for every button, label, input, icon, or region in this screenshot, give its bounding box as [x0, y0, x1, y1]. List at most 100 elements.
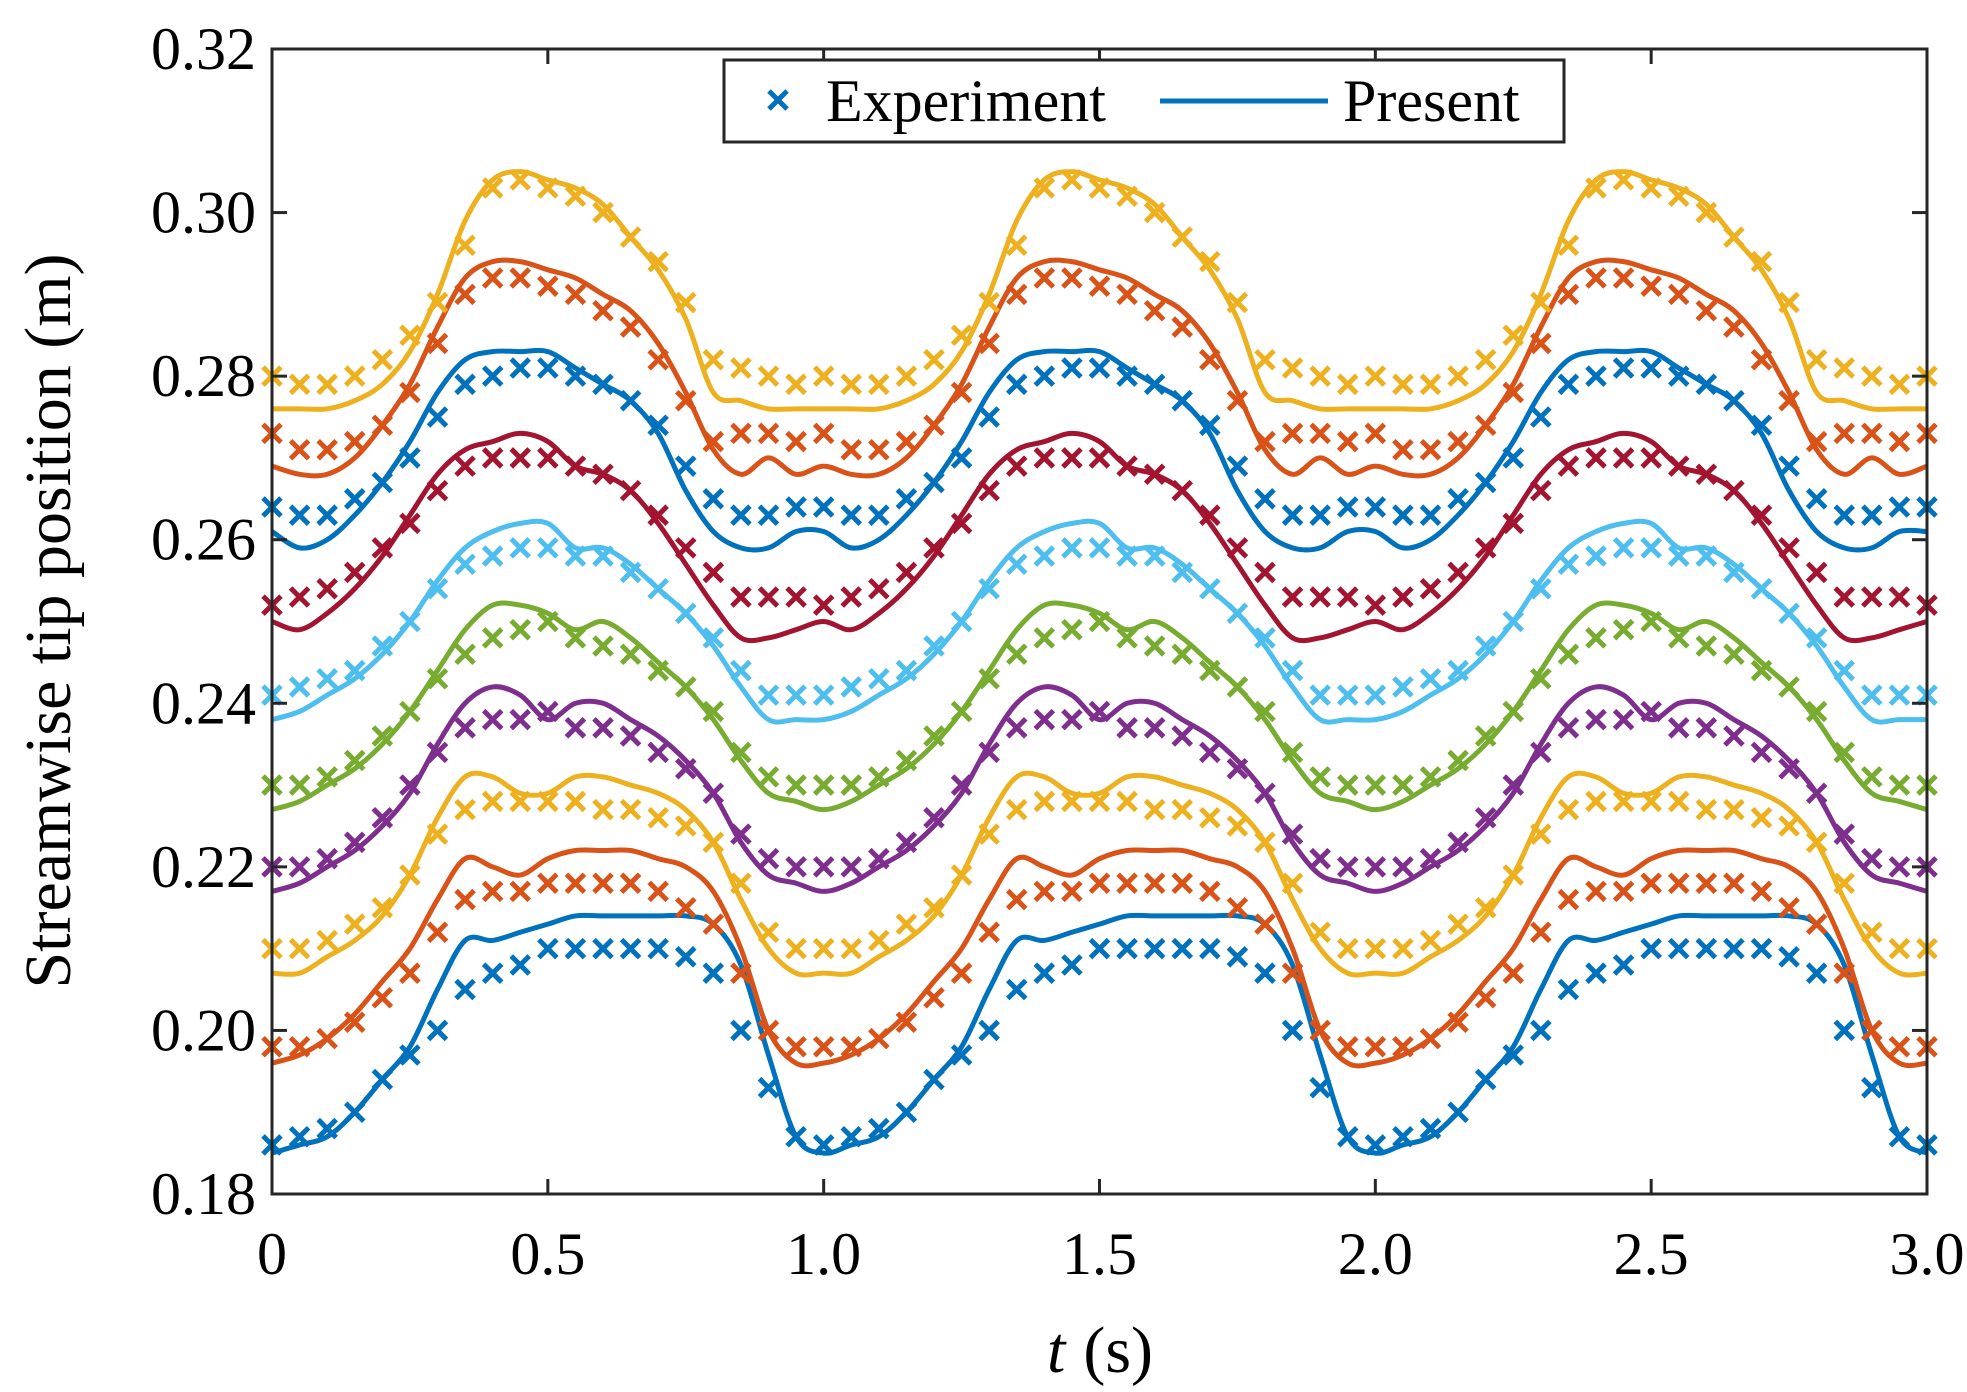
experiment-marker [840, 586, 863, 608]
experiment-marker [399, 381, 421, 404]
experiment-marker [868, 373, 890, 396]
experiment-marker [537, 357, 559, 379]
experiment-marker [1033, 962, 1056, 984]
experiment-marker [1474, 414, 1497, 436]
experiment-marker [1805, 349, 1828, 371]
experiment-marker [868, 578, 890, 600]
experiment-marker [757, 847, 780, 870]
experiment-marker [1530, 406, 1552, 428]
experiment-marker [316, 373, 338, 396]
experiment-marker [812, 1134, 835, 1156]
experiment-marker [1750, 659, 1773, 682]
series-2 [261, 847, 1938, 1069]
experiment-marker [1667, 627, 1690, 649]
experiment-marker [619, 798, 642, 821]
experiment-marker [1061, 537, 1083, 559]
experiment-marker [647, 659, 669, 682]
experiment-marker [895, 430, 918, 453]
experiment-marker [1364, 422, 1387, 445]
experiment-marker [1447, 365, 1469, 387]
experiment-marker [923, 414, 945, 436]
experiment-marker [426, 1019, 449, 1042]
experiment-marker [1281, 504, 1304, 526]
experiment-marker [1088, 610, 1111, 633]
experiment-marker [1833, 1019, 1856, 1042]
legend-experiment-label: Experiment [826, 68, 1106, 134]
experiment-marker [592, 545, 614, 567]
experiment-marker [785, 774, 807, 796]
experiment-marker [1557, 978, 1580, 1001]
experiment-markers [261, 700, 1938, 878]
experiment-marker [1392, 856, 1414, 878]
experiment-marker [1199, 659, 1221, 682]
experiment-marker [1364, 937, 1387, 960]
experiment-marker [1392, 676, 1414, 698]
experiment-marker [1888, 1036, 1911, 1058]
experiment-marker [371, 635, 394, 657]
experiment-marker [1640, 700, 1662, 723]
experiment-marker [1143, 373, 1166, 396]
experiment-marker [1088, 790, 1111, 813]
experiment-marker [1667, 283, 1690, 306]
experiment-marker [371, 725, 394, 747]
experiment-marker [674, 676, 697, 698]
experiment-marker [343, 749, 366, 772]
legend-box [722, 58, 1566, 144]
experiment-marker [1116, 545, 1138, 567]
experiment-marker [426, 479, 449, 502]
experiment-marker [454, 455, 476, 477]
experiment-marker [730, 422, 752, 445]
experiment-marker [702, 488, 725, 510]
experiment-marker [1447, 749, 1469, 772]
experiment-marker [702, 349, 725, 371]
experiment-marker [1116, 937, 1138, 960]
experiment-marker [1861, 365, 1883, 387]
experiment-marker [1833, 586, 1856, 608]
experiment-marker [1640, 937, 1662, 960]
experiment-marker [1530, 741, 1552, 764]
present-line [271, 169, 1927, 412]
experiment-marker [1585, 267, 1607, 289]
experiment-marker [1199, 414, 1221, 436]
experiment-marker [1309, 921, 1331, 944]
experiment-marker [840, 438, 863, 461]
experiment-marker [1254, 962, 1276, 984]
experiment-marker [399, 962, 421, 984]
experiment-marker [1723, 872, 1745, 894]
experiment-marker [1723, 725, 1745, 747]
experiment-marker [868, 1027, 890, 1050]
experiment-marker [785, 373, 807, 396]
experiment-marker [1640, 177, 1662, 199]
experiment-marker [1088, 177, 1111, 199]
experiment-marker [1640, 447, 1662, 469]
x-tick-label: 1.5 [1062, 1221, 1137, 1287]
experiment-marker [1695, 463, 1718, 486]
experiment-marker [537, 537, 559, 559]
experiment-marker [1033, 708, 1056, 731]
experiment-marker [1640, 872, 1662, 894]
experiment-marker [785, 684, 807, 706]
experiment-marker [1171, 937, 1194, 960]
experiment-marker [757, 422, 780, 445]
experiment-marker [1557, 643, 1580, 665]
present-line [271, 518, 1927, 725]
experiment-marker [1005, 643, 1028, 665]
experiment-marker [1309, 586, 1331, 608]
experiment-marker [619, 479, 642, 502]
experiment-marker [1254, 430, 1276, 453]
experiment-marker [1530, 667, 1552, 690]
experiment-marker [1861, 504, 1883, 526]
experiment-marker [288, 1036, 311, 1058]
experiment-marker [1226, 602, 1249, 625]
experiment-markers [261, 169, 1938, 396]
experiment-marker [1778, 602, 1800, 625]
experiment-marker [371, 349, 394, 371]
ticks-layer: 0 0.5 1.0 1.5 2.0 2.5 3.0 0.18 0.20 0.22 0.24 0.26 0… [151, 16, 1965, 1287]
experiment-marker [923, 1068, 945, 1091]
experiment-marker [1199, 807, 1221, 829]
series-6 [261, 518, 1938, 725]
experiment-marker [1861, 422, 1883, 445]
experiment-marker [1557, 717, 1580, 739]
experiment-marker [509, 880, 532, 903]
experiment-marker [895, 561, 918, 584]
